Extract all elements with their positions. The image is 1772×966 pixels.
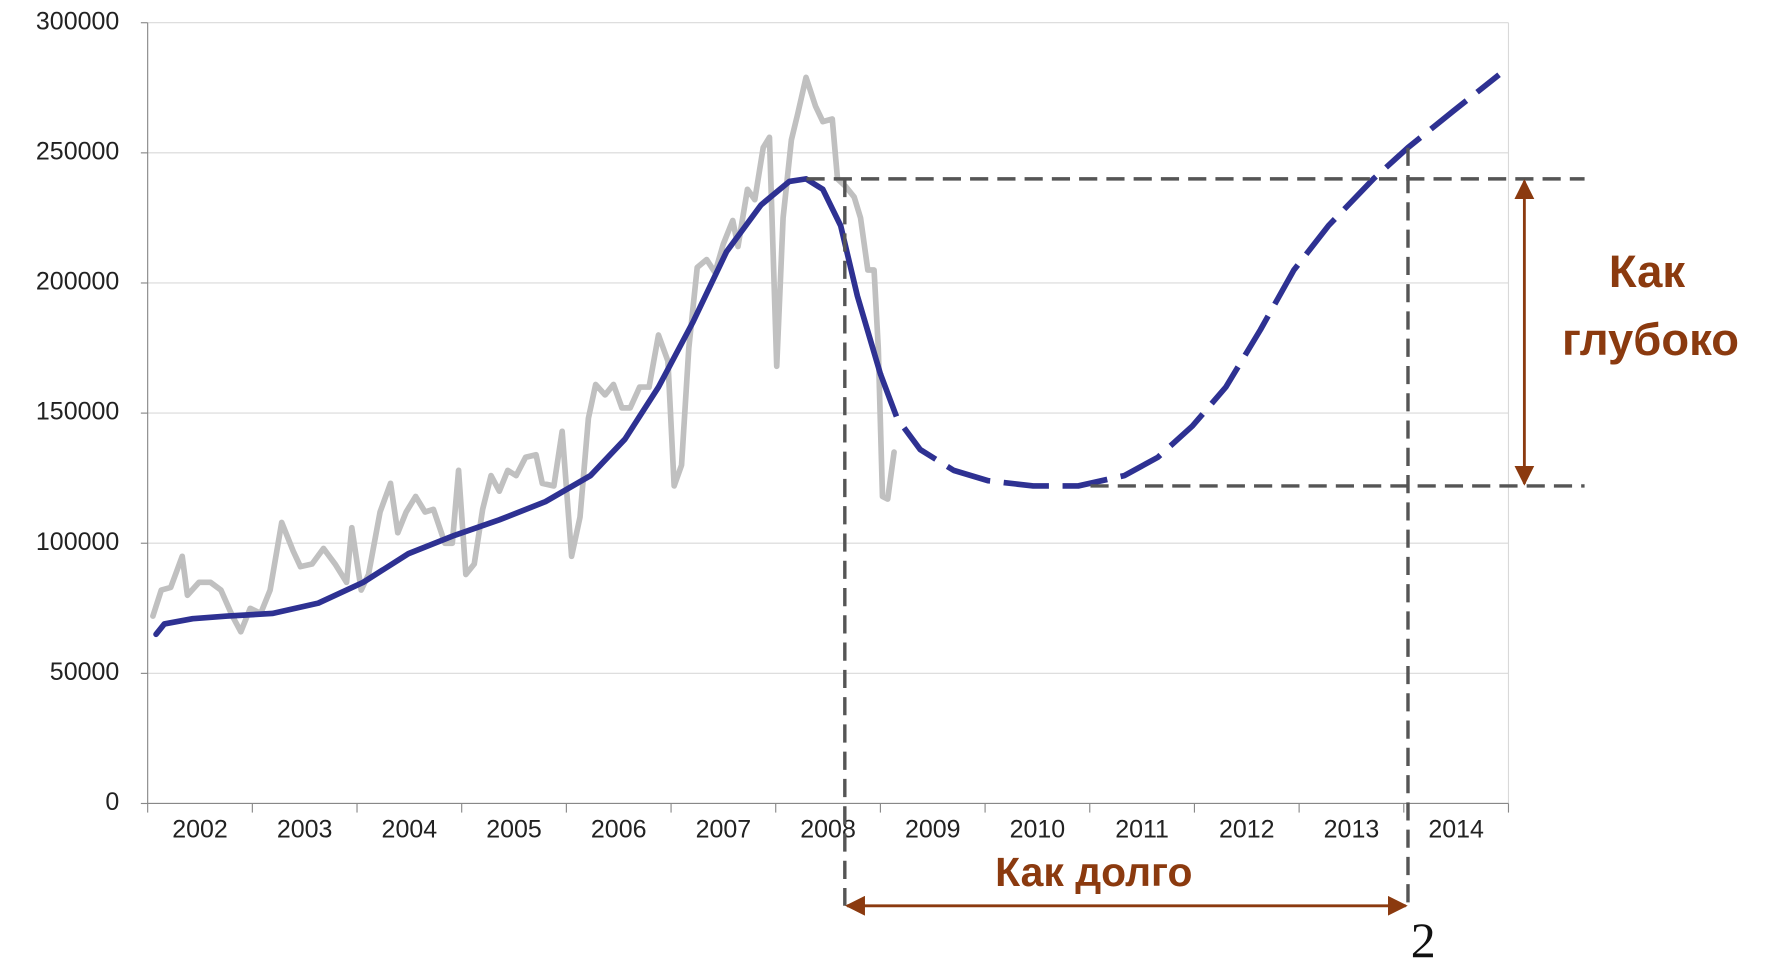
x-tick-label: 2008: [800, 815, 856, 843]
data-line: [877, 72, 1501, 489]
x-tick-label: 2012: [1219, 815, 1275, 843]
y-tick-label: 300000: [36, 7, 119, 35]
y-tick-label: 200000: [36, 268, 119, 296]
y-tick-label: 50000: [50, 658, 119, 686]
annotation: глубоко: [1562, 314, 1739, 365]
x-tick-label: 2003: [277, 815, 333, 843]
y-tick-label: 150000: [36, 398, 119, 426]
x-tick-label: 2007: [696, 815, 752, 843]
data-line: [150, 74, 897, 635]
x-tick-label: 2002: [172, 815, 228, 843]
x-tick-label: 2006: [591, 815, 647, 843]
x-tick-label: 2009: [905, 815, 961, 843]
x-tick-label: 2014: [1428, 815, 1484, 843]
x-tick-label: 2005: [486, 815, 542, 843]
data-line: [153, 176, 884, 638]
annotation: Как долго: [995, 849, 1192, 895]
page-number: 2: [1411, 912, 1436, 966]
y-tick-label: 100000: [36, 528, 119, 556]
x-tick-label: 2013: [1324, 815, 1380, 843]
x-tick-label: 2011: [1115, 815, 1169, 843]
y-tick-label: 250000: [36, 137, 119, 165]
x-tick-label: 2010: [1010, 815, 1066, 843]
y-tick-label: 0: [105, 788, 119, 816]
annotation: Как: [1609, 246, 1686, 297]
x-tick-label: 2004: [382, 815, 438, 843]
